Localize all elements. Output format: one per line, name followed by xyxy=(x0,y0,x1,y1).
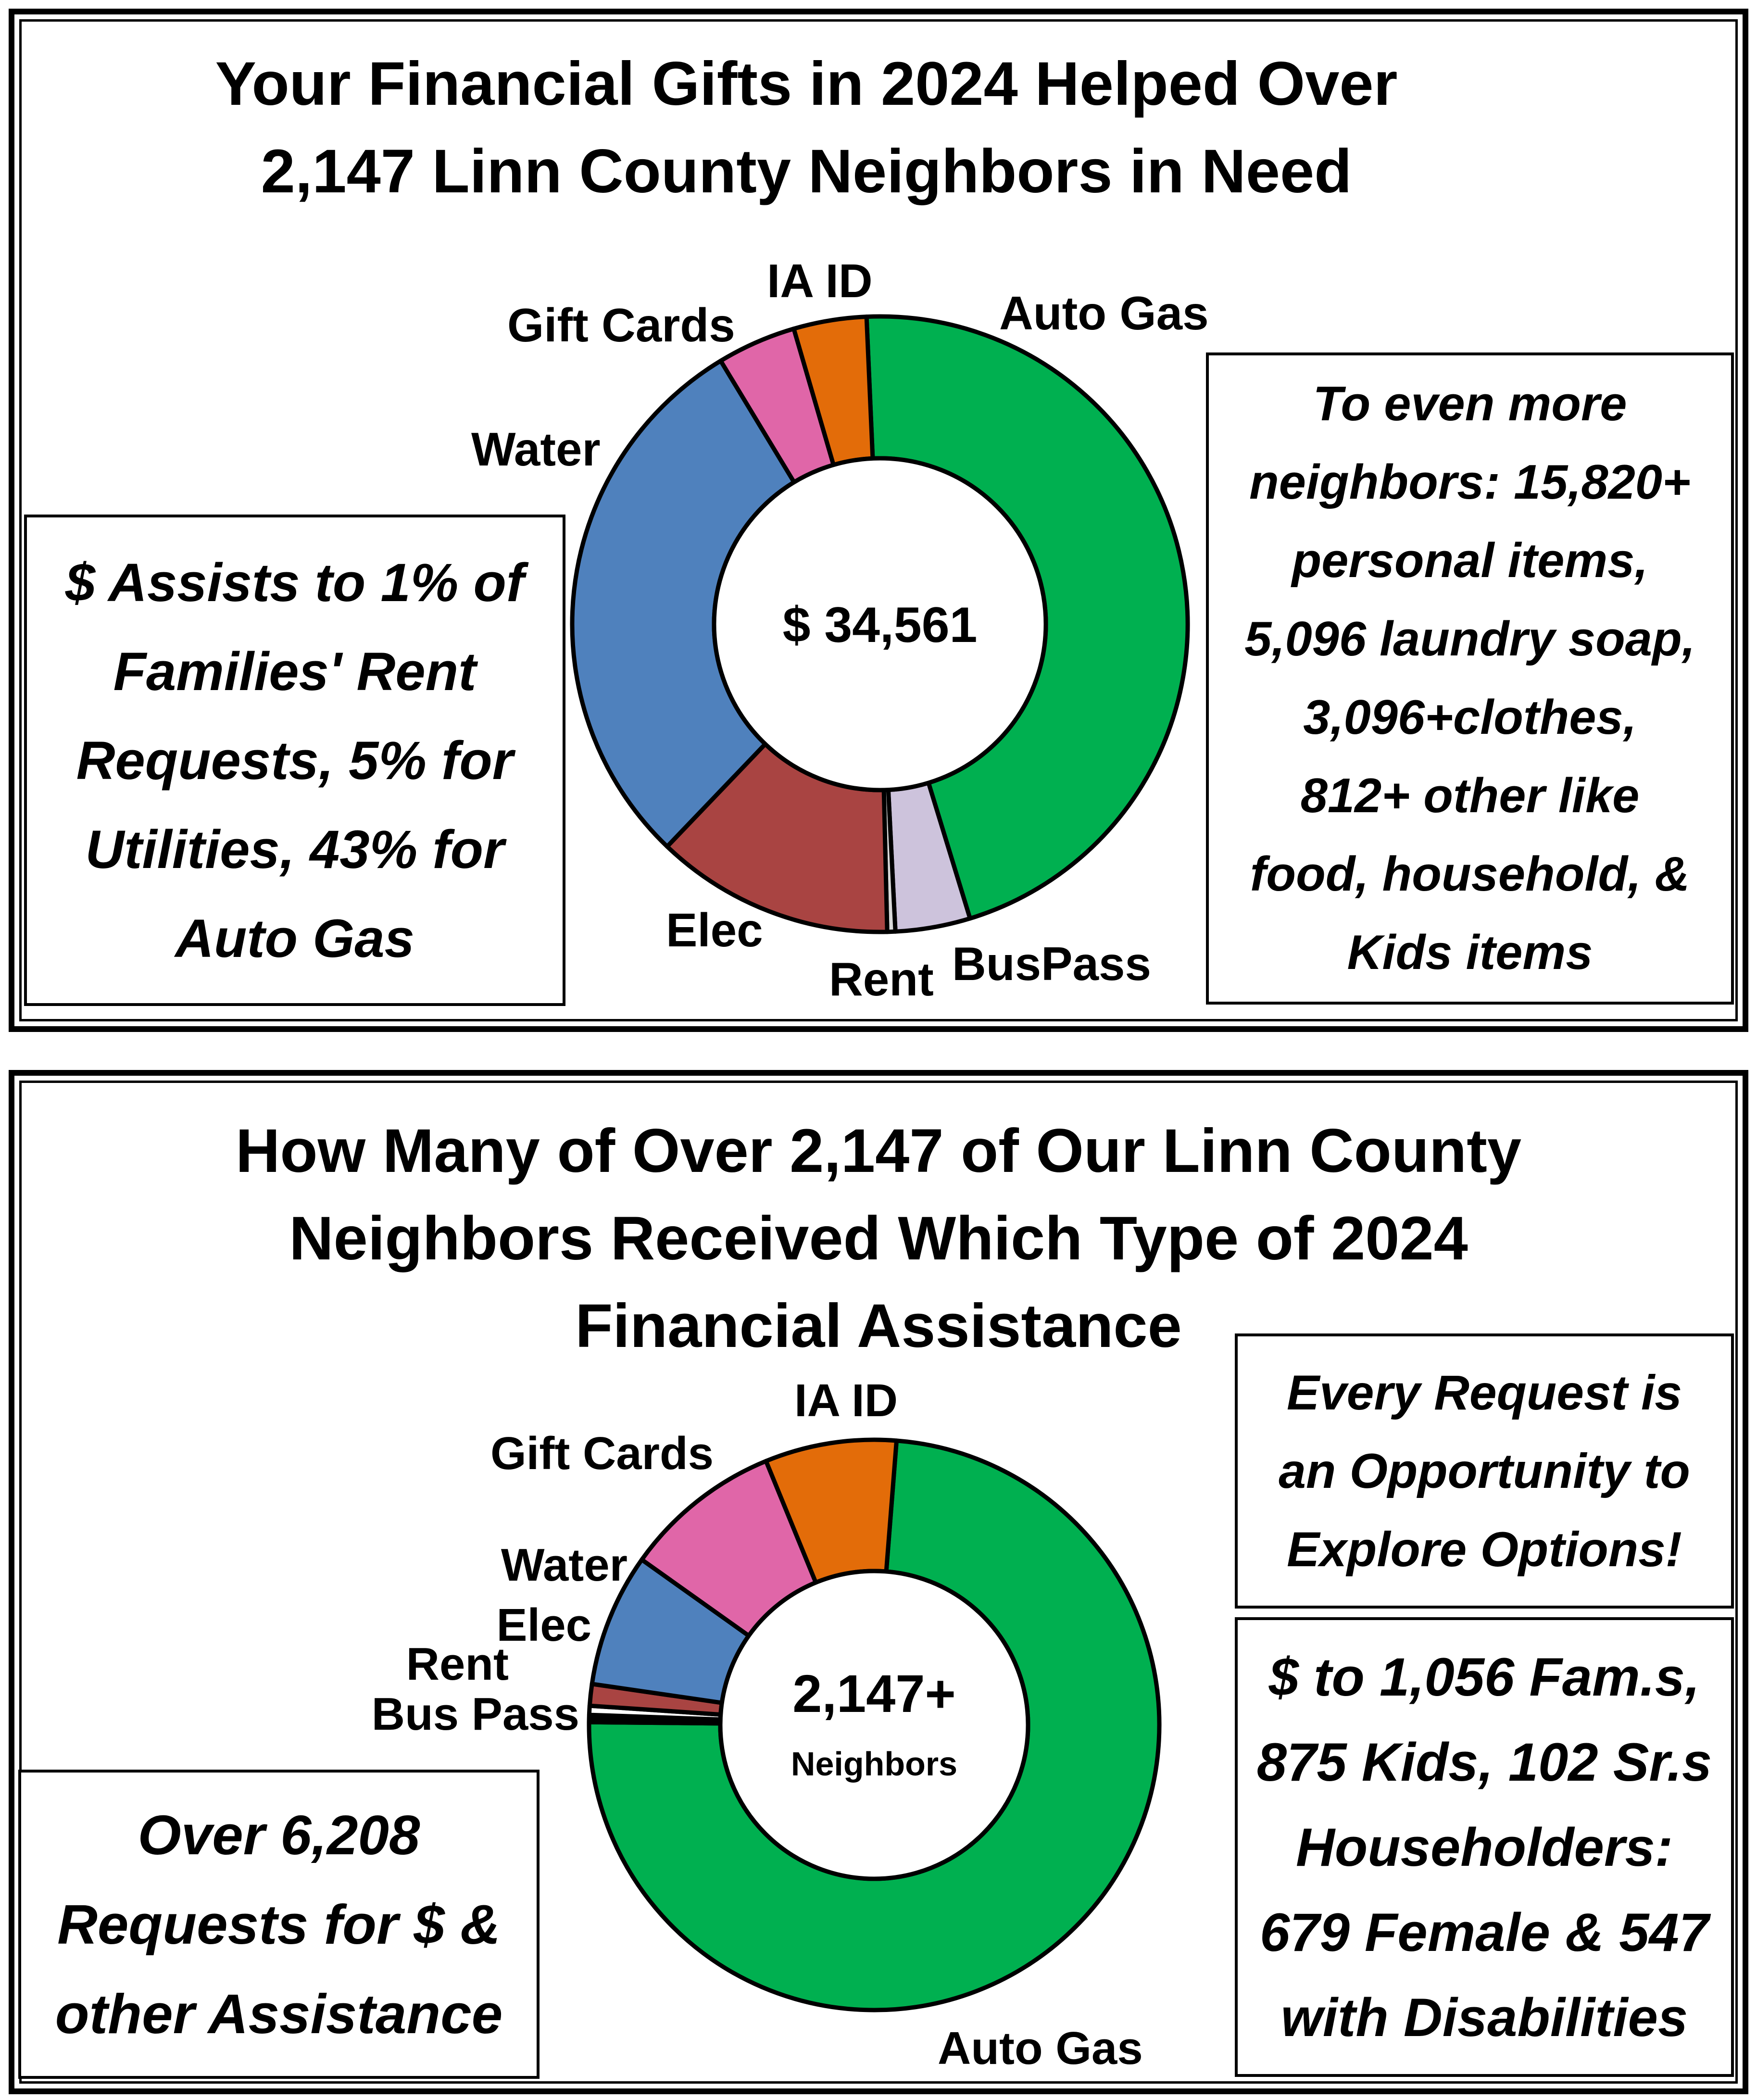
slice-label-bus-pass: Bus Pass xyxy=(372,1688,579,1740)
slice-label-rent: Rent xyxy=(406,1638,509,1690)
top-donut-chart: Auto Gas BusPass Rent Elec Water Gift Cards IA… xyxy=(471,254,1209,1006)
donut-center xyxy=(718,1569,1030,1881)
slice-label-gift-cards: Gift Cards xyxy=(490,1428,714,1479)
slice-label-elec: Elec xyxy=(666,904,763,956)
top-left-callout: $ Assists to 1% of Families' Rent Reques… xyxy=(24,515,565,1006)
bottom-left-callout: Over 6,208 Requests for $ & other Assist… xyxy=(18,1770,540,2079)
slice-label-ia-id: IA ID xyxy=(767,254,873,307)
slice-label-gift-cards: Gift Cards xyxy=(507,299,735,352)
top-chart-title: Your Financial Gifts in 2024 Helped Over… xyxy=(215,50,1398,206)
slice-label-auto-gas: Auto Gas xyxy=(938,2023,1143,2074)
slice-label-water: Water xyxy=(501,1539,628,1591)
center-label: $ 34,561 xyxy=(783,597,978,653)
bottom-chart-title: How Many of Over 2,147 of Our Linn Count… xyxy=(235,1117,1522,1360)
top-right-callout: To even more neighbors: 15,820+ personal… xyxy=(1206,352,1734,1005)
top-panel-inner-border xyxy=(19,19,1738,1021)
bottom-right-top-callout: Every Request is an Opportunity to Explo… xyxy=(1235,1333,1734,1609)
slice-label-buspass: BusPass xyxy=(952,937,1151,990)
center-label: 2,147+ xyxy=(792,1664,956,1723)
bottom-panel-inner-border xyxy=(19,1081,1738,2084)
center-sublabel: Neighbors xyxy=(791,1745,957,1783)
slice-label-elec: Elec xyxy=(497,1599,591,1651)
slice-label-ia-id: IA ID xyxy=(794,1375,898,1426)
donut-center xyxy=(712,456,1048,792)
slice-label-water: Water xyxy=(471,423,601,476)
slice-label-rent: Rent xyxy=(829,953,934,1006)
bottom-right-bottom-callout: $ to 1,056 Fam.s, 875 Kids, 102 Sr.s Hou… xyxy=(1235,1617,1734,2077)
slice-label-auto-gas: Auto Gas xyxy=(999,287,1209,340)
